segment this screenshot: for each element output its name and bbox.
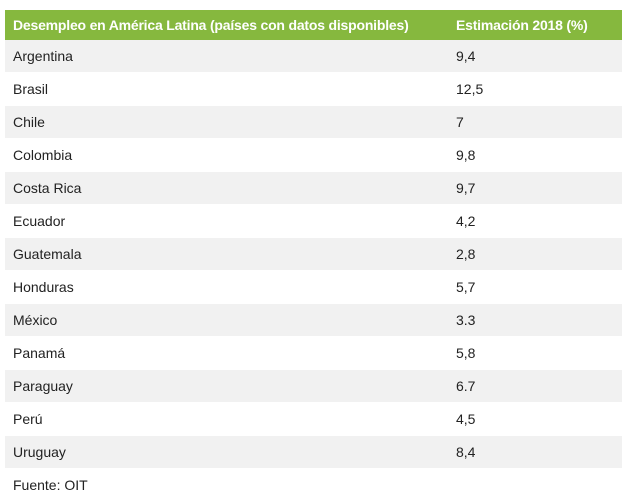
country-cell: Honduras — [5, 270, 447, 304]
table-row: Honduras 5,7 — [5, 270, 622, 304]
country-cell: Ecuador — [5, 204, 447, 238]
table-row: Panamá 5,8 — [5, 336, 622, 370]
country-cell: Guatemala — [5, 237, 447, 271]
value-cell: 9,8 — [447, 138, 622, 172]
value-cell: 12,5 — [447, 72, 622, 106]
unemployment-table: Desempleo en América Latina (países con … — [5, 10, 622, 469]
country-cell: Uruguay — [5, 435, 447, 469]
value-cell: 7 — [447, 105, 622, 139]
value-cell: 4,2 — [447, 204, 622, 238]
table-row: Costa Rica 9,7 — [5, 171, 622, 205]
table-row: Guatemala 2,8 — [5, 237, 622, 271]
table-row: Paraguay 6.7 — [5, 369, 622, 403]
country-cell: Costa Rica — [5, 171, 447, 205]
column-header-country: Desempleo en América Latina (países con … — [5, 10, 447, 40]
value-cell: 9,7 — [447, 171, 622, 205]
table-row: Perú 4,5 — [5, 402, 622, 436]
column-header-estimate: Estimación 2018 (%) — [447, 10, 622, 40]
table-row: Colombia 9,8 — [5, 138, 622, 172]
value-cell: 4,5 — [447, 402, 622, 436]
value-cell: 5,8 — [447, 336, 622, 370]
country-cell: Panamá — [5, 336, 447, 370]
table-row: Ecuador 4,2 — [5, 204, 622, 238]
value-cell: 6.7 — [447, 369, 622, 403]
value-cell: 8,4 — [447, 435, 622, 469]
source-note: Fuente: OIT — [13, 477, 88, 493]
country-cell: Colombia — [5, 138, 447, 172]
value-cell: 2,8 — [447, 237, 622, 271]
country-cell: Argentina — [5, 40, 447, 73]
table-header-row: Desempleo en América Latina (países con … — [5, 10, 622, 40]
country-cell: Perú — [5, 402, 447, 436]
table-row: Brasil 12,5 — [5, 72, 622, 106]
table-row: México 3.3 — [5, 303, 622, 337]
value-cell: 9,4 — [447, 40, 622, 73]
table-row: Uruguay 8,4 — [5, 435, 622, 469]
country-cell: México — [5, 303, 447, 337]
value-cell: 5,7 — [447, 270, 622, 304]
country-cell: Paraguay — [5, 369, 447, 403]
table-body: Argentina 9,4 Brasil 12,5 Chile 7 Colombia 9,8 C… — [5, 40, 622, 469]
table-row: Argentina 9,4 — [5, 40, 622, 73]
country-cell: Chile — [5, 105, 447, 139]
unemployment-table-container: Desempleo en América Latina (países con … — [5, 10, 622, 493]
table-row: Chile 7 — [5, 105, 622, 139]
country-cell: Brasil — [5, 72, 447, 106]
value-cell: 3.3 — [447, 303, 622, 337]
